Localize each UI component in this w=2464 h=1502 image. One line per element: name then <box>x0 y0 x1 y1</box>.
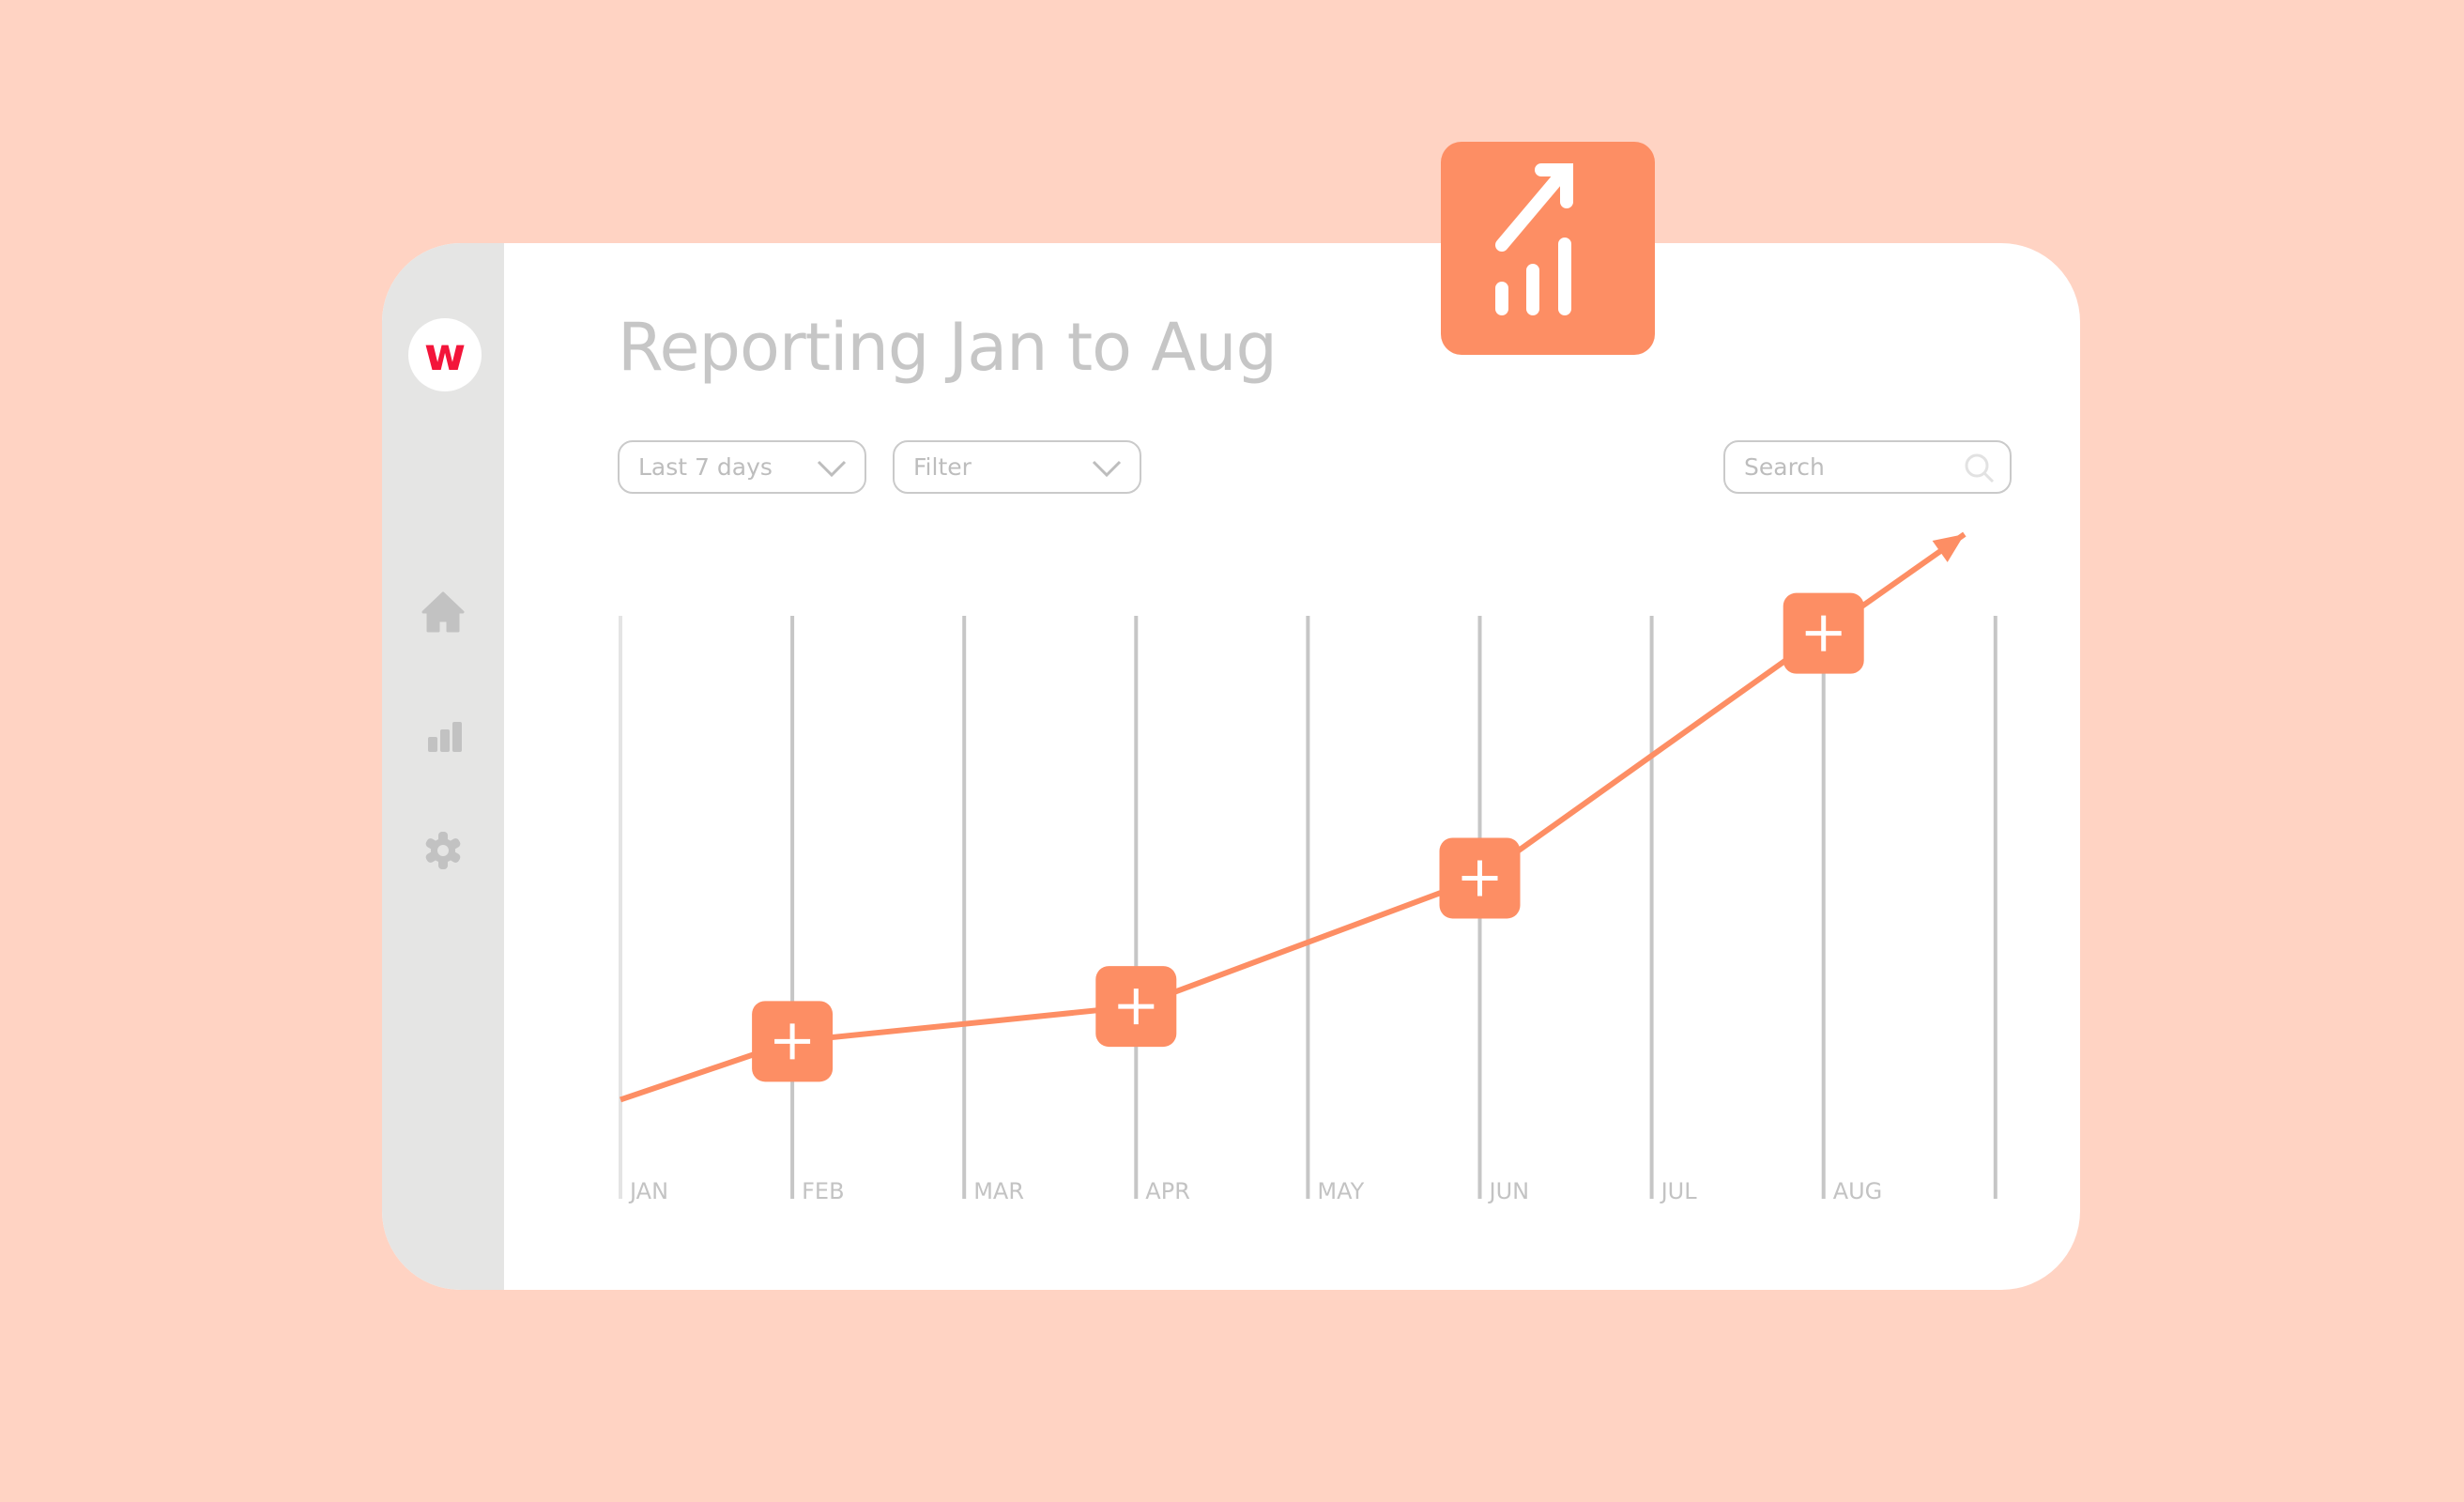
x-tick-label: FEB <box>802 1178 844 1204</box>
gear-icon[interactable] <box>420 827 467 874</box>
x-tick-label: AUG <box>1833 1178 1883 1204</box>
x-tick-label: MAY <box>1317 1178 1364 1204</box>
logo-letter: w <box>423 329 467 381</box>
x-tick-label: JAN <box>628 1178 668 1204</box>
x-tick-label: MAR <box>973 1178 1024 1204</box>
search-box[interactable]: Search <box>1723 440 2012 494</box>
chevron-down-icon <box>817 460 847 478</box>
home-icon[interactable] <box>420 589 467 636</box>
filter-dropdown[interactable]: Filter <box>893 440 1141 494</box>
trending-up-chart-icon <box>1495 163 1573 315</box>
bar-chart-icon[interactable] <box>420 709 467 756</box>
x-tick-label: JUL <box>1660 1178 1698 1204</box>
search-icon[interactable] <box>1963 452 1997 485</box>
period-dropdown[interactable]: Last 7 days <box>618 440 866 494</box>
plus-icon <box>1118 989 1155 1025</box>
plus-icon <box>774 1023 811 1060</box>
search-input[interactable]: Search <box>1744 453 1825 481</box>
plus-icon <box>1462 860 1498 897</box>
plus-icon <box>1805 615 1842 651</box>
sidebar: w <box>382 243 504 1290</box>
page-title: Reporting Jan to Aug <box>618 309 1278 386</box>
x-tick-label: JUN <box>1488 1178 1530 1204</box>
period-dropdown-value: Last 7 days <box>638 453 773 481</box>
x-tick-label: APR <box>1145 1178 1190 1204</box>
dashboard-window: w Reporting Jan to Aug Last 7 days Filte… <box>382 243 2080 1290</box>
logo[interactable]: w <box>408 318 482 391</box>
growth-badge <box>1441 142 1655 355</box>
filter-dropdown-value: Filter <box>913 453 972 481</box>
chevron-down-icon <box>1092 460 1122 478</box>
arrow-head <box>1932 534 1965 562</box>
